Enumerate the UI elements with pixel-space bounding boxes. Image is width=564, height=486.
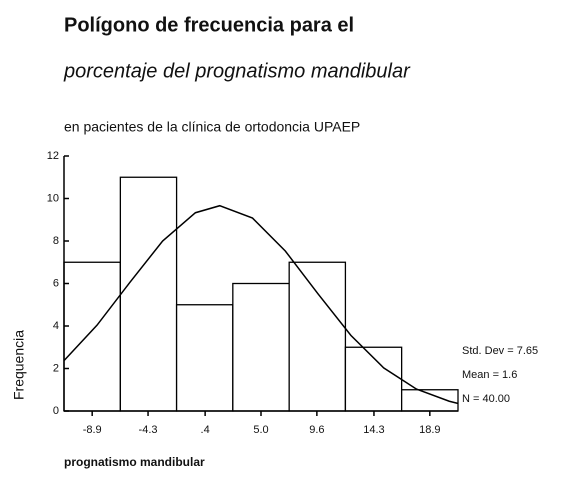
y-tick-label: 4	[53, 320, 59, 332]
x-tick-label: .4	[201, 424, 210, 436]
stat-annotation: N = 40.00	[462, 393, 510, 405]
x-tick-label: 14.3	[363, 424, 384, 436]
y-tick-label: 2	[53, 362, 59, 374]
normal-curve	[63, 204, 458, 405]
y-tick-label: 8	[53, 235, 59, 247]
x-tick-label: -4.3	[139, 424, 158, 436]
chart-subtitle: en pacientes de la clínica de ortodoncia…	[64, 119, 360, 135]
x-tick-label: -8.9	[83, 424, 102, 436]
x-tick-label: 5.0	[253, 424, 268, 436]
stat-annotation: Std. Dev = 7.65	[462, 345, 538, 357]
x-tick-label: 18.9	[419, 424, 440, 436]
x-tick-label: 9.6	[309, 424, 324, 436]
bar	[119, 176, 178, 412]
bar	[175, 304, 234, 412]
y-axis-label: Frequencia	[11, 330, 27, 400]
chart-title: Polígono de frecuencia para el	[64, 14, 354, 36]
x-axis-label: prognatismo mandibular	[64, 455, 205, 469]
bar	[288, 261, 347, 412]
y-tick-label: 0	[53, 405, 59, 417]
y-tick-label: 10	[47, 192, 59, 204]
chart-subtitle: porcentaje del prognatismo mandibular	[63, 60, 411, 82]
y-tick-label: 12	[47, 150, 59, 162]
y-tick-label: 6	[53, 277, 59, 289]
bar	[63, 261, 122, 412]
bar	[232, 282, 290, 412]
stat-annotation: Mean = 1.6	[462, 369, 517, 381]
bar	[400, 389, 459, 412]
